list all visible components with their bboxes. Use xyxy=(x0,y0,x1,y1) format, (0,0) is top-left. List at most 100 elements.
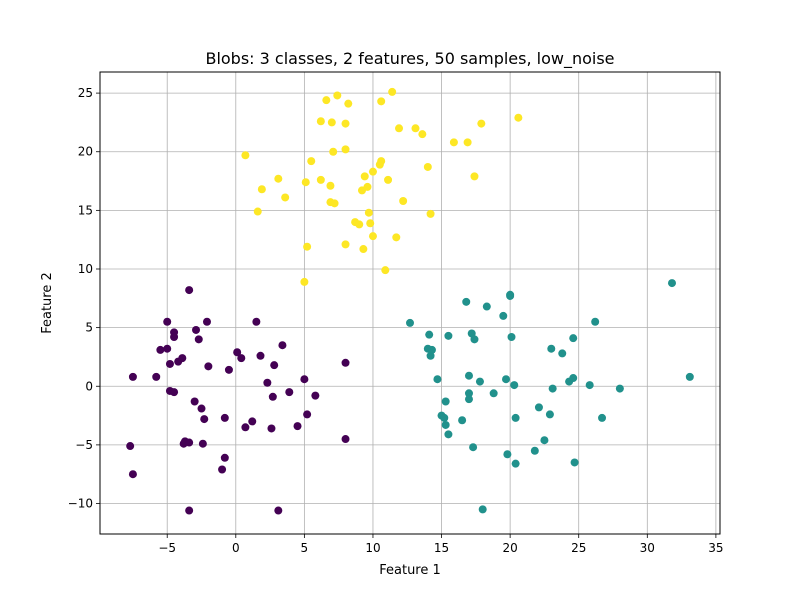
data-point xyxy=(548,384,557,393)
data-point xyxy=(506,290,515,299)
data-point xyxy=(341,358,350,367)
data-point xyxy=(170,333,179,342)
data-point xyxy=(395,124,404,133)
chart-title: Blobs: 3 classes, 2 features, 50 samples… xyxy=(205,49,614,69)
data-point xyxy=(426,209,435,218)
data-point xyxy=(220,453,229,462)
y-tick-label: −10 xyxy=(68,497,93,511)
x-tick-label: 0 xyxy=(232,541,240,555)
data-point xyxy=(224,365,233,374)
data-point xyxy=(303,410,312,419)
data-point xyxy=(194,335,203,344)
data-point xyxy=(263,378,272,387)
data-point xyxy=(126,442,135,451)
data-point xyxy=(441,397,450,406)
data-point xyxy=(274,174,283,183)
data-point xyxy=(511,459,520,468)
data-point xyxy=(278,341,287,350)
x-tick-label: 20 xyxy=(502,541,517,555)
series-1 xyxy=(406,279,694,514)
data-point xyxy=(233,348,242,357)
data-point xyxy=(293,422,302,431)
data-point xyxy=(197,404,206,413)
plot-area xyxy=(100,72,720,534)
data-point xyxy=(285,388,294,397)
data-point xyxy=(464,389,473,398)
data-point xyxy=(316,117,325,126)
data-point xyxy=(449,138,458,147)
data-point xyxy=(185,438,194,447)
data-point xyxy=(330,199,339,208)
data-point xyxy=(156,345,165,354)
y-tick-label: 5 xyxy=(85,321,93,335)
data-point xyxy=(591,317,600,326)
data-point xyxy=(185,506,194,515)
data-point xyxy=(163,317,172,326)
data-point xyxy=(475,377,484,386)
data-point xyxy=(364,208,373,217)
data-point xyxy=(300,277,309,286)
data-point xyxy=(248,417,257,426)
data-point xyxy=(499,311,508,320)
x-tick-label: 10 xyxy=(365,541,380,555)
data-point xyxy=(359,245,368,254)
series-0 xyxy=(126,286,350,515)
data-point xyxy=(514,113,523,122)
data-point xyxy=(341,435,350,444)
data-point xyxy=(530,446,539,455)
data-point xyxy=(152,372,161,381)
data-point xyxy=(198,439,207,448)
data-point xyxy=(344,99,353,108)
data-point xyxy=(237,354,246,363)
data-point xyxy=(502,375,511,384)
data-point xyxy=(433,375,442,384)
data-point xyxy=(200,415,209,424)
x-tick-label: 15 xyxy=(434,541,449,555)
data-point xyxy=(257,185,266,194)
data-point xyxy=(333,91,342,100)
data-point xyxy=(569,334,578,343)
data-point xyxy=(327,118,336,127)
data-point xyxy=(423,162,432,171)
data-point xyxy=(163,344,172,353)
data-point xyxy=(406,318,414,327)
data-point xyxy=(253,207,262,216)
x-tick-label: −5 xyxy=(158,541,176,555)
data-point xyxy=(301,178,310,187)
data-point xyxy=(363,182,372,191)
data-point xyxy=(341,119,350,128)
data-point xyxy=(547,344,556,353)
data-point xyxy=(470,172,479,181)
data-point xyxy=(482,302,491,311)
data-point xyxy=(252,317,261,326)
data-point xyxy=(366,219,375,228)
data-point xyxy=(427,345,436,354)
data-point xyxy=(377,97,386,106)
data-point xyxy=(281,193,290,202)
data-point xyxy=(511,413,520,422)
data-point xyxy=(411,124,420,133)
data-point xyxy=(202,317,211,326)
y-tick-label: −5 xyxy=(75,438,93,452)
data-point xyxy=(326,181,335,190)
data-point xyxy=(274,506,283,515)
axes-frame xyxy=(99,71,721,535)
data-point xyxy=(503,450,512,459)
data-point xyxy=(464,395,473,404)
data-point xyxy=(388,87,397,96)
data-point xyxy=(444,430,453,439)
data-point xyxy=(458,416,467,425)
data-point xyxy=(341,145,350,154)
data-point xyxy=(170,388,179,397)
data-point xyxy=(368,232,377,241)
data-point xyxy=(241,151,250,160)
data-point xyxy=(377,157,386,166)
series-2 xyxy=(241,87,523,286)
data-point xyxy=(440,413,449,422)
points xyxy=(126,87,694,515)
data-point xyxy=(534,403,543,412)
data-point xyxy=(341,240,350,249)
data-point xyxy=(256,351,265,360)
data-point xyxy=(540,436,549,445)
data-point xyxy=(384,175,393,184)
